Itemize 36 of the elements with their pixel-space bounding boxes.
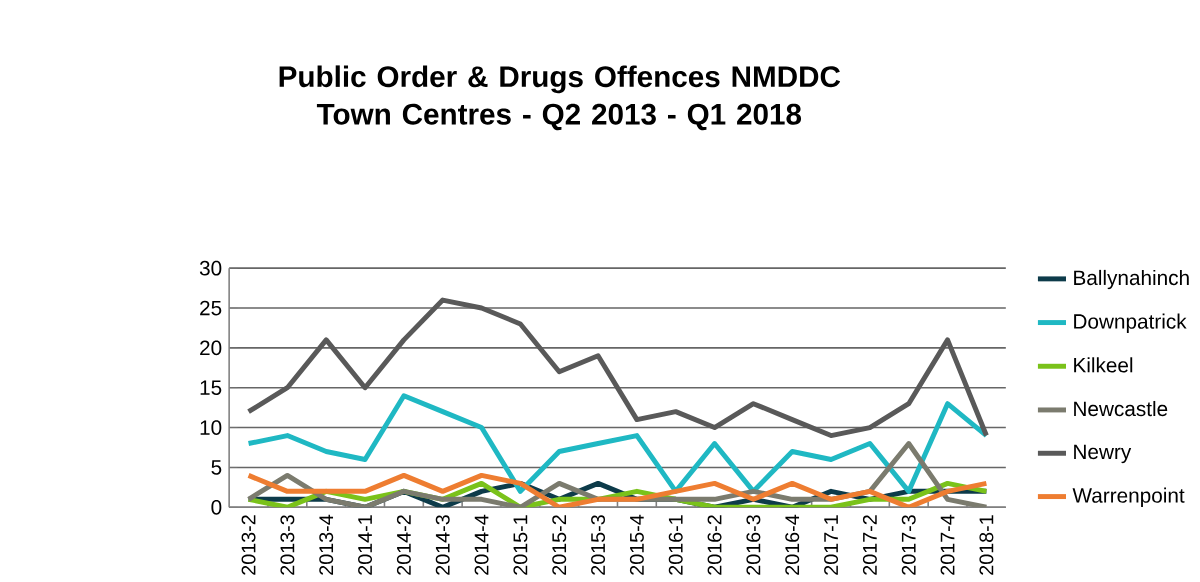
chart-title: Public Order & Drugs Offences NMDDC Town Centres - Q2 2013 - Q1 2018 [279, 65, 841, 131]
x-tick-label: 2018-1 [979, 515, 994, 575]
x-tick-label: 2016-1 [668, 515, 683, 575]
x-tick-label: 2014-4 [474, 514, 489, 575]
x-tick-label: 2017-3 [901, 514, 916, 575]
x-tick-label: 2013-3 [280, 514, 295, 575]
x-tick-label: 2014-2 [396, 515, 411, 575]
x-tick-label: 2015-2 [552, 515, 567, 575]
y-tick-label: 10 [200, 420, 222, 435]
x-tick-label: 2017-1 [824, 515, 839, 575]
legend-label: Kilkeel [1074, 357, 1133, 373]
x-tick-label: 2017-2 [862, 515, 877, 575]
x-tick-label: 2014-3 [435, 514, 450, 575]
legend-label: Ballynahinch [1074, 269, 1189, 290]
legend-label: Newcastle [1074, 400, 1168, 417]
x-tick-label: 2015-4 [629, 514, 644, 575]
y-tick-label: 0 [211, 499, 222, 515]
x-tick-label: 2013-4 [319, 514, 334, 575]
legend-label: Downpatrick [1074, 313, 1187, 333]
line-series [246, 393, 989, 494]
x-tick-label: 2015-3 [591, 514, 606, 575]
x-tick-label: 2013-2 [241, 515, 256, 575]
y-tick-label: 20 [200, 340, 222, 356]
line-series [246, 297, 989, 438]
x-tick-label: 2016-4 [785, 514, 800, 575]
x-tick-label: 2015-1 [513, 515, 528, 575]
y-tick-label: 15 [200, 380, 222, 395]
x-tick-label: 2016-3 [746, 514, 761, 575]
y-tick-label: 5 [211, 460, 222, 475]
legend-label: Newry [1074, 444, 1132, 464]
x-tick-label: 2016-2 [707, 515, 722, 575]
y-tick-label: 25 [200, 300, 222, 316]
x-tick-label: 2014-1 [358, 515, 373, 575]
y-tick-label: 30 [199, 260, 222, 276]
x-tick-label: 2017-4 [940, 514, 955, 575]
legend-label: Warrenpoint [1072, 487, 1185, 507]
